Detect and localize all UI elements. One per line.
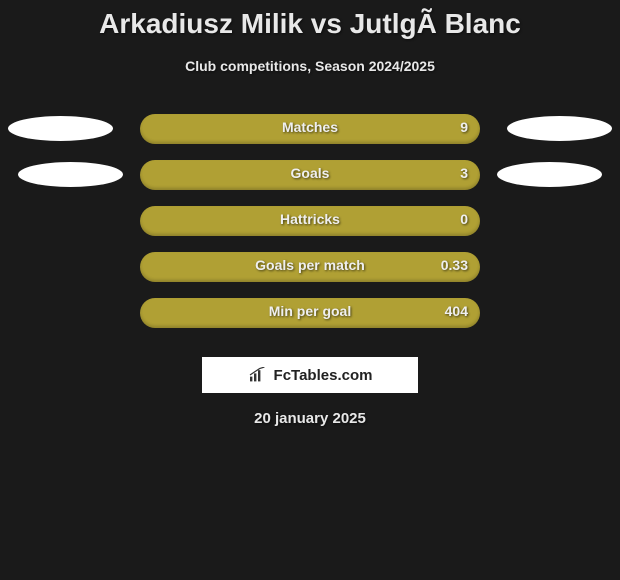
stats-container: Matches 9 Goals 3 Hattricks 0 Goals per … [0,114,620,344]
chart-icon [248,367,268,383]
ellipse-right-1 [497,162,602,187]
stat-bar: Goals per match 0.33 [140,252,480,282]
stat-value: 404 [445,303,468,319]
stat-label: Goals [291,165,330,181]
stat-row: Goals per match 0.33 [0,252,620,298]
stat-label: Matches [282,119,338,135]
stat-value: 3 [460,165,468,181]
stat-row: Matches 9 [0,114,620,160]
logo-box[interactable]: FcTables.com [202,357,418,393]
stat-bar: Min per goal 404 [140,298,480,328]
ellipse-right-0 [507,116,612,141]
ellipse-left-0 [8,116,113,141]
stat-label: Min per goal [269,303,351,319]
stat-bar: Matches 9 [140,114,480,144]
stat-label: Hattricks [280,211,340,227]
stat-row: Min per goal 404 [0,298,620,344]
stat-row: Hattricks 0 [0,206,620,252]
stat-value: 9 [460,119,468,135]
ellipse-left-1 [18,162,123,187]
stat-value: 0 [460,211,468,227]
stat-row: Goals 3 [0,160,620,206]
logo-text: FcTables.com [274,367,373,384]
title: Arkadiusz Milik vs JutlgÃ Blanc [0,0,620,40]
subtitle: Club competitions, Season 2024/2025 [0,58,620,74]
date-label: 20 january 2025 [0,410,620,427]
stat-value: 0.33 [441,257,468,273]
stat-label: Goals per match [255,257,365,273]
stat-bar: Hattricks 0 [140,206,480,236]
stat-bar: Goals 3 [140,160,480,190]
